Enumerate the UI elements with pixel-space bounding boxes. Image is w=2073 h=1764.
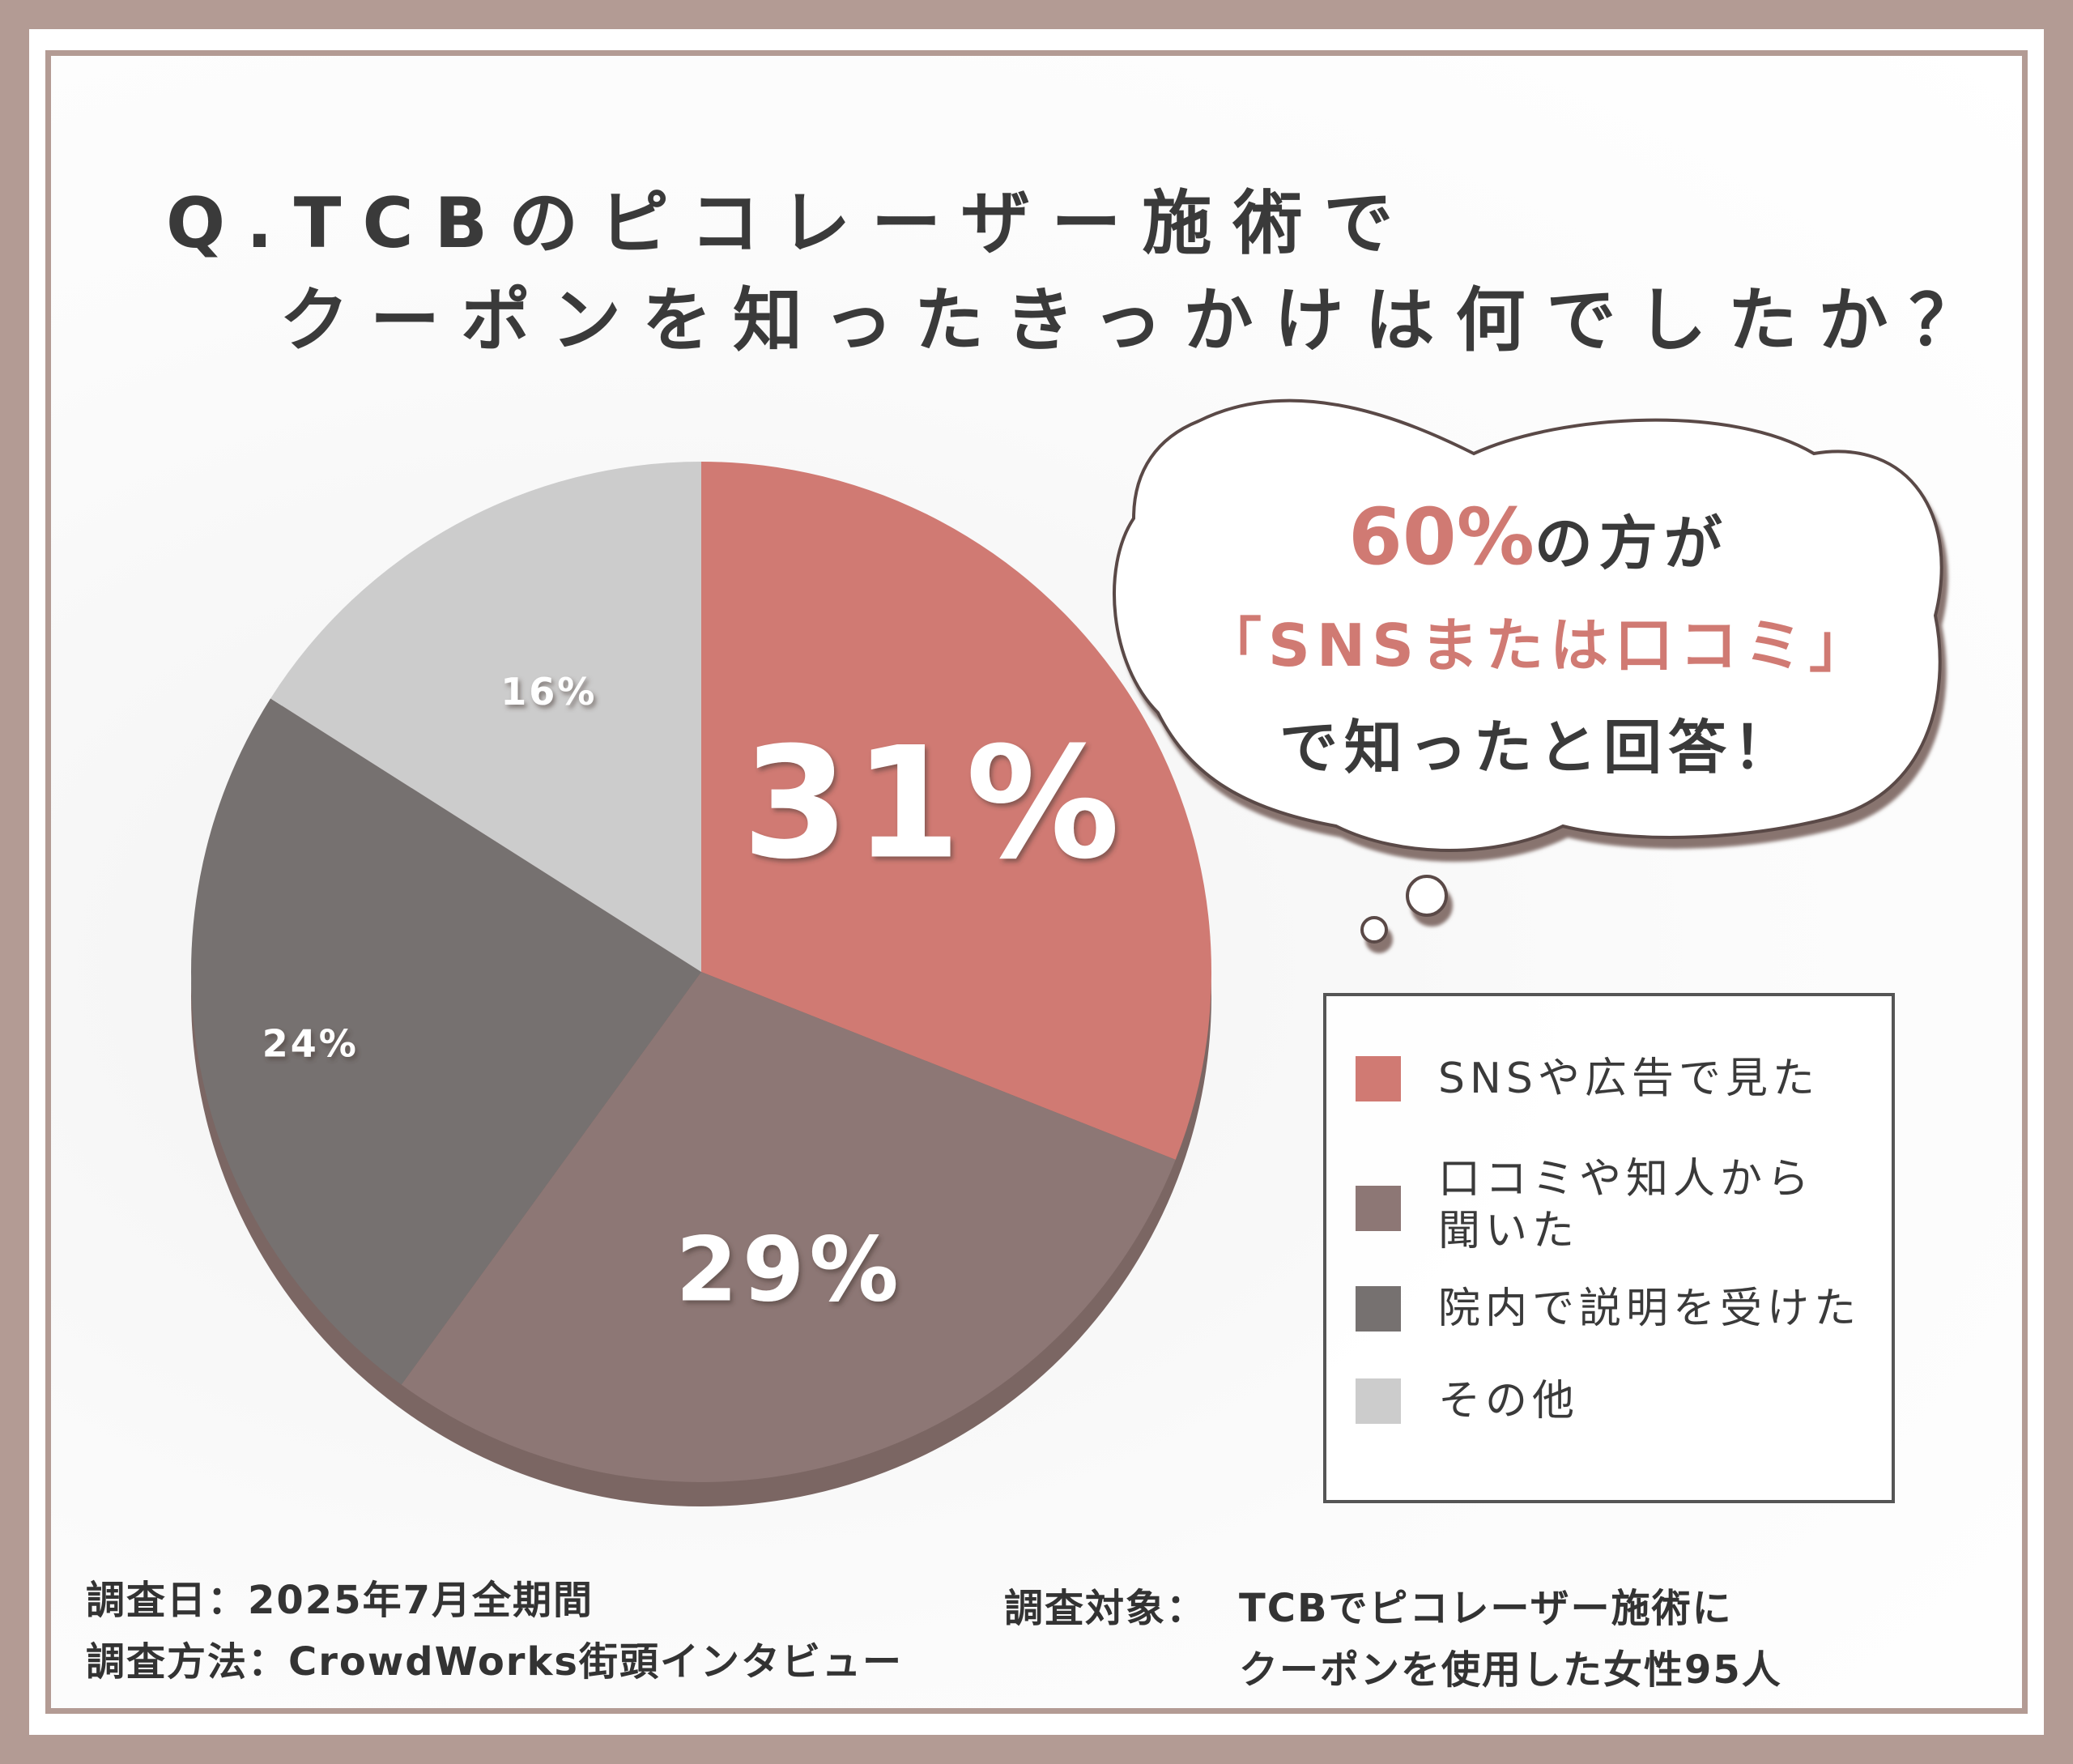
bubble-line-2: 「SNSまたは口コミ」 (1203, 611, 1874, 680)
pie-labels: 31% 29% 24% 16% (262, 670, 1125, 1321)
pie-label-1: 29% (675, 1217, 903, 1321)
bubble-text: 60%の方が 「SNSまたは口コミ」 で知ったと回答！ (1150, 486, 1927, 799)
bubble-line-1-rest: の方が (1534, 509, 1729, 577)
pie-slice-0 (701, 462, 1212, 1160)
survey-target-line-1: TCBでピコレーザー施術に (1239, 1586, 1733, 1631)
legend-swatch-word-of-mouth (1356, 1186, 1401, 1231)
bubble-dot-large (1406, 875, 1448, 917)
legend: SNSや広告で見た 口コミや知人から 聞いた 院内で説明を受けた その他 (1323, 993, 1895, 1503)
legend-label-word-of-mouth-line-1: 口コミや知人から (1438, 1155, 1815, 1204)
pie-slice-3 (270, 462, 702, 972)
survey-target-label: 調査対象： (1004, 1586, 1207, 1631)
legend-label-clinic: 院内で説明を受けた (1438, 1285, 1862, 1333)
survey-date: 調査日：2025年7月全期間 (86, 1578, 594, 1623)
survey-method: 調査方法：CrowdWorks街頭インタビュー (86, 1639, 903, 1685)
title-line-2: クーポンを知ったきっかけは何でしたか？ (279, 280, 2000, 361)
pie-slices (190, 462, 1212, 1483)
bubble-dot-small (1360, 916, 1388, 944)
pie-label-3: 16% (500, 670, 597, 714)
legend-swatch-clinic (1356, 1286, 1401, 1332)
bubble-line-3: で知ったと回答！ (1279, 714, 1798, 782)
title-line-1: Q.TCBのピコレーザー施術で (166, 183, 1415, 264)
legend-label-sns: SNSや広告で見た (1438, 1055, 1820, 1103)
legend-label-word-of-mouth-line-2: 聞いた (1438, 1207, 1580, 1255)
pie-slice-2 (190, 698, 701, 1385)
legend-label-word-of-mouth: 口コミや知人から 聞いた (1438, 1153, 1892, 1257)
bubble-percentage: 60% (1348, 492, 1535, 582)
pie-label-2: 24% (262, 1022, 359, 1066)
legend-label-other: その他 (1438, 1377, 1580, 1425)
pie-slice-1 (401, 972, 1176, 1483)
pie-label-0: 31% (742, 714, 1125, 893)
thought-bubble (1113, 398, 1943, 944)
bubble-line-1: 60%の方が (1150, 486, 1927, 594)
survey-target-line-2: クーポンを使用した女性95人 (1239, 1647, 1782, 1693)
bubble-cloud (1113, 398, 1943, 852)
legend-swatch-sns (1356, 1056, 1401, 1101)
legend-swatch-other (1356, 1378, 1401, 1424)
